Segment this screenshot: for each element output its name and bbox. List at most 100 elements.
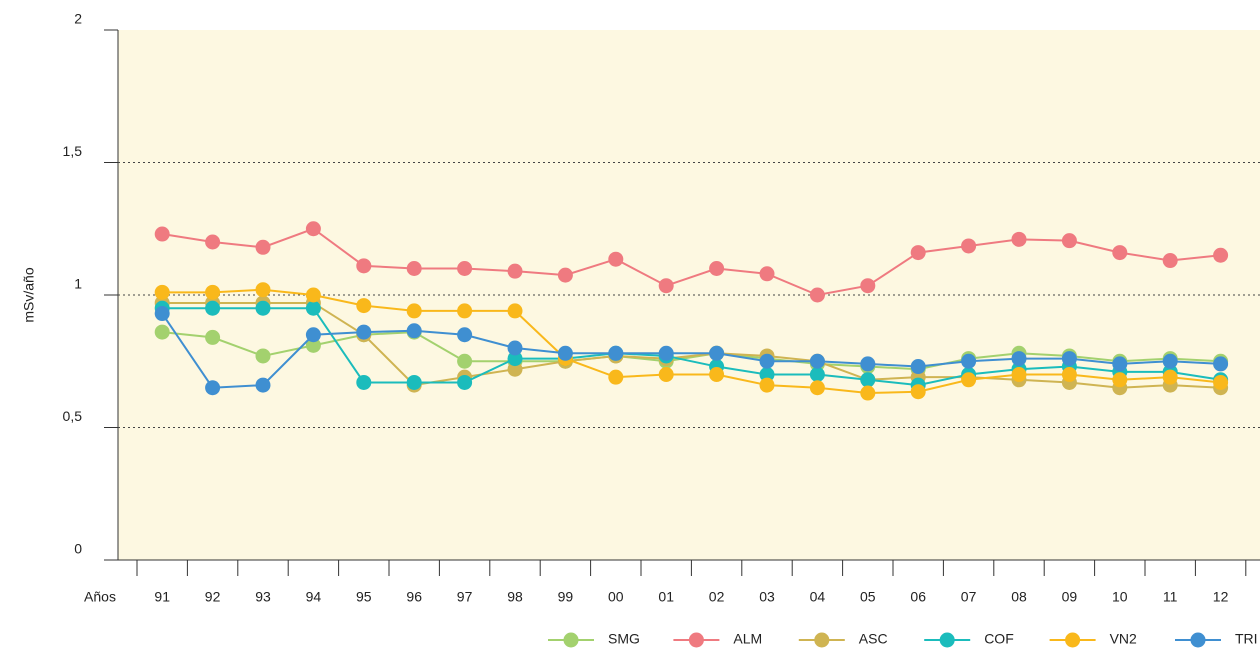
data-point: [255, 377, 271, 393]
data-point: [658, 367, 674, 382]
data-point: [809, 367, 825, 382]
data-point: [356, 258, 372, 274]
data-point: [658, 345, 674, 361]
legend-label: ASC: [859, 631, 888, 647]
x-tick-label: 95: [356, 589, 372, 605]
legend-marker: [563, 632, 579, 648]
series-line: [162, 288, 1221, 395]
y-tick-label: 0: [74, 541, 82, 557]
data-point: [154, 226, 170, 242]
data-point: [255, 348, 271, 364]
x-tick-label: 99: [558, 589, 574, 605]
data-point: [507, 340, 523, 356]
x-tick-label: 01: [658, 589, 674, 605]
data-point: [910, 384, 926, 400]
data-point: [406, 261, 422, 276]
x-tick-label: 91: [154, 589, 170, 605]
data-point: [205, 234, 221, 250]
x-tick-label: 00: [608, 589, 624, 605]
data-point: [860, 372, 876, 388]
y-tick-label: 0,5: [63, 408, 83, 424]
data-point: [255, 239, 271, 255]
legend-marker: [814, 632, 830, 648]
data-point: [1061, 233, 1077, 249]
data-point: [759, 353, 775, 369]
x-tick-label: 96: [406, 589, 422, 605]
data-point: [305, 287, 321, 303]
x-tick-label: 07: [961, 589, 977, 605]
data-point: [205, 284, 221, 300]
data-point: [305, 300, 321, 316]
data-point: [1061, 367, 1077, 382]
data-point: [961, 353, 977, 369]
data-point: [608, 345, 624, 361]
data-point: [205, 300, 221, 316]
series-line: [161, 312, 1221, 389]
data-point: [709, 261, 725, 276]
data-point: [1112, 372, 1128, 388]
data-point: [1112, 356, 1128, 372]
data-point: [961, 238, 977, 254]
data-point: [860, 278, 876, 294]
y-tick-label: 2: [74, 11, 82, 27]
data-point: [608, 251, 624, 267]
data-point: [759, 266, 775, 282]
data-point: [860, 356, 876, 372]
x-tick-label: 09: [1062, 589, 1078, 605]
data-point: [1061, 351, 1077, 367]
series-line: [162, 331, 1221, 371]
data-point: [406, 323, 422, 339]
data-point: [154, 306, 170, 322]
data-point: [910, 359, 926, 375]
data-point: [356, 374, 372, 390]
data-point: [457, 327, 473, 343]
data-point: [305, 327, 321, 343]
x-tick-label: 02: [709, 589, 725, 605]
x-tick-label: 11: [1163, 589, 1178, 605]
data-point: [809, 380, 825, 396]
x-tick-label: 05: [860, 589, 876, 605]
data-point: [205, 329, 221, 345]
data-point: [457, 374, 473, 390]
data-point: [457, 261, 473, 276]
data-point: [1162, 353, 1178, 369]
x-tick-label: 93: [255, 589, 271, 605]
x-tick-label: 10: [1112, 589, 1128, 605]
x-tick-label: 06: [910, 589, 926, 605]
data-point: [910, 245, 926, 261]
y-tick-label: 1,5: [63, 143, 83, 159]
data-point: [557, 267, 573, 283]
legend-marker: [1065, 632, 1081, 648]
data-point: [1112, 245, 1128, 261]
x-tick-label: 03: [759, 589, 775, 605]
data-point: [255, 282, 271, 298]
data-point: [1011, 367, 1027, 382]
legend-label: VN2: [1110, 631, 1137, 647]
data-point: [305, 221, 321, 237]
data-point: [1162, 253, 1178, 269]
x-tick-label: 04: [810, 589, 826, 605]
series-line: [162, 227, 1221, 297]
data-point: [507, 263, 523, 279]
data-point: [1213, 356, 1229, 372]
data-point: [1011, 351, 1027, 367]
y-axis-label: mSv/año: [21, 267, 37, 322]
data-point: [154, 284, 170, 300]
data-point: [154, 324, 170, 340]
data-point: [1213, 247, 1229, 263]
data-point: [507, 361, 523, 377]
legend-label: ALM: [733, 631, 762, 647]
data-point: [557, 345, 573, 361]
series-line: [162, 301, 1221, 389]
data-point: [406, 374, 422, 390]
data-point: [1011, 231, 1027, 247]
y-tick-label: 1: [74, 276, 82, 292]
data-point: [709, 345, 725, 361]
data-point: [759, 377, 775, 393]
legend-marker: [688, 632, 704, 648]
x-tick-label: 92: [205, 589, 221, 605]
data-point: [709, 367, 725, 382]
x-tick-label: 97: [457, 589, 473, 605]
x-tick-label: 08: [1011, 589, 1027, 605]
